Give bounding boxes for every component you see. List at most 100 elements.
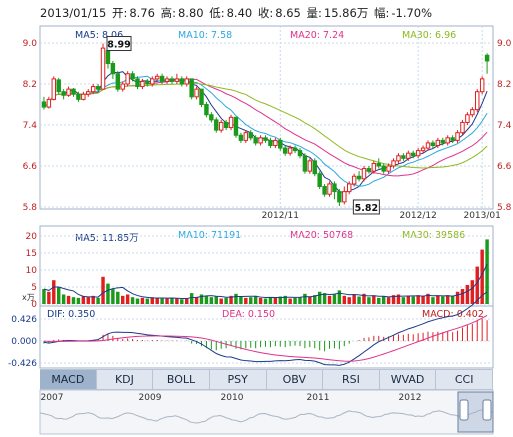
volume-bar bbox=[451, 296, 454, 304]
candle-body bbox=[308, 161, 311, 171]
volume-bar bbox=[116, 292, 119, 304]
price-tick-right: 7.4 bbox=[497, 121, 512, 131]
candle-body bbox=[372, 163, 375, 171]
date-label: 2013/01 bbox=[463, 211, 500, 221]
macd-tick: 0.000 bbox=[11, 337, 37, 347]
volume-bar bbox=[175, 299, 178, 304]
candle-body bbox=[106, 51, 109, 64]
volume-bar bbox=[239, 297, 242, 304]
volume-bar bbox=[126, 294, 129, 304]
tab-rsi[interactable]: RSI bbox=[323, 370, 380, 389]
candle-body bbox=[210, 115, 213, 120]
volume-bar bbox=[333, 294, 336, 304]
volume-bar bbox=[441, 297, 444, 304]
volume-bar bbox=[87, 297, 90, 304]
volume-bar bbox=[234, 294, 237, 304]
tab-wvad[interactable]: WVAD bbox=[380, 370, 437, 389]
volume-bar bbox=[485, 239, 488, 304]
volume-bar bbox=[461, 289, 464, 304]
tab-boll[interactable]: BOLL bbox=[153, 370, 210, 389]
volume-bar bbox=[298, 297, 301, 304]
volume-bar bbox=[111, 289, 114, 304]
candle-body bbox=[234, 117, 237, 135]
candle-body bbox=[254, 138, 257, 143]
ma5-line bbox=[44, 72, 487, 193]
candle-body bbox=[446, 138, 449, 143]
candle-body bbox=[441, 140, 444, 143]
volume-bar bbox=[446, 295, 449, 304]
candle-body bbox=[62, 92, 65, 96]
candle-body bbox=[293, 148, 296, 151]
tab-obv[interactable]: OBV bbox=[267, 370, 324, 389]
volume-bar bbox=[466, 285, 469, 304]
volume-bar bbox=[121, 296, 124, 304]
candle-body bbox=[343, 192, 346, 202]
macd-tick: 0.426 bbox=[11, 315, 37, 325]
candle-body bbox=[111, 64, 114, 74]
candle-body bbox=[82, 94, 85, 99]
volume-bar bbox=[254, 296, 257, 304]
volume-bar bbox=[471, 280, 474, 304]
candle-body bbox=[190, 79, 193, 97]
volume-bar bbox=[205, 296, 208, 304]
volume-bar bbox=[377, 298, 380, 304]
volume-bar bbox=[62, 294, 65, 304]
navigator-left-handle bbox=[460, 400, 468, 420]
volume-bar bbox=[96, 298, 99, 304]
volume-bar bbox=[293, 298, 296, 304]
volume-bar bbox=[146, 299, 149, 304]
navigator-year-label: 2007 bbox=[41, 393, 64, 403]
candle-body bbox=[72, 89, 75, 94]
candle-body bbox=[131, 74, 134, 79]
candle-body bbox=[328, 184, 331, 194]
candle-body bbox=[205, 105, 208, 115]
candle-body bbox=[269, 140, 272, 145]
volume-bar bbox=[195, 297, 198, 304]
candle-body bbox=[47, 99, 50, 107]
volume-bar bbox=[367, 297, 370, 304]
volume-bar bbox=[387, 297, 390, 304]
volume-bar bbox=[57, 287, 60, 304]
candle-body bbox=[67, 89, 70, 95]
volume-bar bbox=[47, 292, 50, 304]
tab-kdj[interactable]: KDJ bbox=[97, 370, 154, 389]
candle-body bbox=[239, 135, 242, 140]
volume-bar bbox=[224, 298, 227, 304]
ma20-line bbox=[44, 79, 487, 176]
volume-bar bbox=[412, 297, 415, 304]
candle-body bbox=[215, 120, 218, 130]
volume-bar bbox=[170, 298, 173, 304]
candle-body bbox=[367, 169, 370, 172]
ma10-line bbox=[44, 76, 487, 186]
candle-body bbox=[456, 133, 459, 141]
candle-body bbox=[480, 79, 483, 92]
candle-body bbox=[283, 148, 286, 153]
navigator-year-label: 2010 bbox=[221, 393, 244, 403]
candle-body bbox=[431, 143, 434, 146]
volume-bar bbox=[343, 296, 346, 304]
volume-bar bbox=[160, 299, 163, 304]
candle-body bbox=[219, 122, 222, 130]
tab-macd[interactable]: MACD bbox=[40, 370, 97, 389]
volume-bar bbox=[308, 297, 311, 304]
volume-bar bbox=[328, 296, 331, 304]
candle-body bbox=[175, 79, 178, 82]
candle-body bbox=[382, 166, 385, 171]
candle-body bbox=[402, 156, 405, 159]
volume-ma5-line bbox=[44, 264, 487, 298]
candle-body bbox=[279, 140, 282, 148]
tab-cci[interactable]: CCI bbox=[436, 370, 493, 389]
volume-bar bbox=[77, 298, 80, 304]
volume-bar bbox=[382, 297, 385, 304]
candle-body bbox=[101, 48, 104, 89]
min-annotation: 5.82 bbox=[355, 203, 378, 214]
volume-bar bbox=[67, 296, 70, 304]
candle-body bbox=[160, 76, 163, 81]
volume-bar bbox=[101, 277, 104, 304]
candle-body bbox=[318, 174, 321, 187]
candle-body bbox=[347, 184, 350, 192]
candle-body bbox=[42, 102, 45, 107]
tab-psy[interactable]: PSY bbox=[210, 370, 267, 389]
candle-body bbox=[397, 156, 400, 161]
price-tick-left: 7.4 bbox=[23, 121, 38, 131]
